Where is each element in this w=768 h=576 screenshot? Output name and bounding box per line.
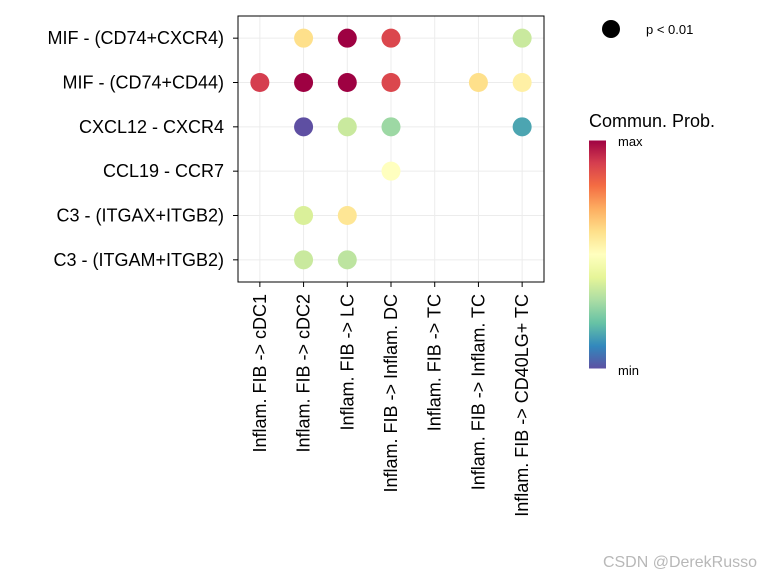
data-points <box>250 28 532 270</box>
data-point <box>294 28 314 48</box>
size-legend: p < 0.01 <box>602 20 693 38</box>
data-point <box>381 28 401 48</box>
data-point <box>512 117 532 137</box>
data-point <box>381 161 401 181</box>
colorbar-max-label: max <box>618 134 643 149</box>
y-tick-label: CXCL12 - CXCR4 <box>79 117 224 137</box>
y-tick-label: C3 - (ITGAM+ITGB2) <box>53 250 224 270</box>
data-point <box>294 73 314 92</box>
x-tick-label: Inflam. FIB -> Inflam. DC <box>381 294 401 493</box>
x-tick-label: Inflam. FIB -> cDC1 <box>250 294 270 453</box>
colorbar-ramp <box>589 140 606 369</box>
x-tick-label: Inflam. FIB -> cDC2 <box>294 294 314 453</box>
data-point <box>512 73 532 92</box>
x-axis-ticks: Inflam. FIB -> cDC1 Inflam. FIB -> cDC2 In… <box>250 282 532 517</box>
y-tick-label: MIF - (CD74+CXCR4) <box>47 28 224 48</box>
data-point <box>294 206 314 225</box>
data-point <box>294 117 314 137</box>
x-tick-label: Inflam. FIB -> LC <box>337 294 357 431</box>
data-point <box>337 206 357 225</box>
y-tick-label: C3 - (ITGAX+ITGB2) <box>56 206 224 226</box>
colorbar-legend: Commun. Prob. max min <box>589 111 715 378</box>
y-axis-ticks: MIF - (CD74+CXCR4) MIF - (CD74+CD44) CXCL1… <box>47 28 238 270</box>
data-point <box>337 28 357 48</box>
colorbar-min-label: min <box>618 363 639 378</box>
x-tick-label: Inflam. FIB -> TC <box>425 294 445 431</box>
colorbar-title: Commun. Prob. <box>589 111 715 131</box>
x-tick-label: Inflam. FIB -> Inflam. TC <box>468 294 488 490</box>
y-tick-label: MIF - (CD74+CD44) <box>62 73 224 93</box>
data-point <box>337 117 357 137</box>
data-point <box>468 73 488 92</box>
data-point <box>337 73 357 92</box>
size-legend-label: p < 0.01 <box>646 22 693 37</box>
data-point <box>294 250 314 270</box>
data-point <box>337 250 357 270</box>
grid-lines <box>238 16 544 282</box>
data-point <box>250 73 270 92</box>
data-point <box>381 117 401 137</box>
size-legend-dot <box>602 20 620 38</box>
data-point <box>381 73 401 92</box>
data-point <box>512 28 532 48</box>
watermark: CSDN @DerekRusso <box>603 554 757 571</box>
y-tick-label: CCL19 - CCR7 <box>103 161 224 181</box>
x-tick-label: Inflam. FIB -> CD40LG+ TC <box>512 294 532 517</box>
